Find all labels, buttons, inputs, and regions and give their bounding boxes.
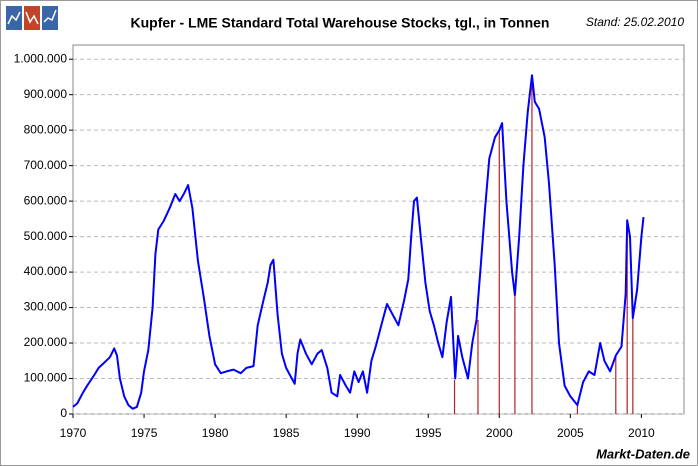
y-tick-label: 400.000 [24,264,68,278]
x-tick-label: 2010 [628,426,655,440]
y-tick-label: 700.000 [24,158,68,172]
y-tick-label: 1.000.000 [14,51,68,65]
x-tick-label: 1990 [344,426,371,440]
plot-area [72,44,685,415]
y-tick-label: 100.000 [24,371,68,385]
x-tick-label: 1970 [60,426,87,440]
x-tick-label: 1975 [131,426,158,440]
y-tick-label: 500.000 [24,229,68,243]
y-tick-label: 300.000 [24,300,68,314]
x-tick-label: 2000 [486,426,513,440]
subtitle: Stand: 25.02.2010 [586,15,684,29]
x-tick-label: 1985 [273,426,300,440]
line-series [72,74,645,410]
y-tick-label: 800.000 [24,122,68,136]
x-tick-label: 1995 [415,426,442,440]
chart-title: Kupfer - LME Standard Total Warehouse St… [131,15,550,31]
y-tick-label: 600.000 [24,193,68,207]
y-tick-label: 900.000 [24,87,68,101]
x-tick-label: 1980 [202,426,229,440]
x-tick-label: 2005 [557,426,584,440]
y-tick-label: 200.000 [24,335,68,349]
logo [6,6,58,30]
source: Markt-Daten.de [596,446,690,461]
y-tick-label: 0 [60,406,67,420]
